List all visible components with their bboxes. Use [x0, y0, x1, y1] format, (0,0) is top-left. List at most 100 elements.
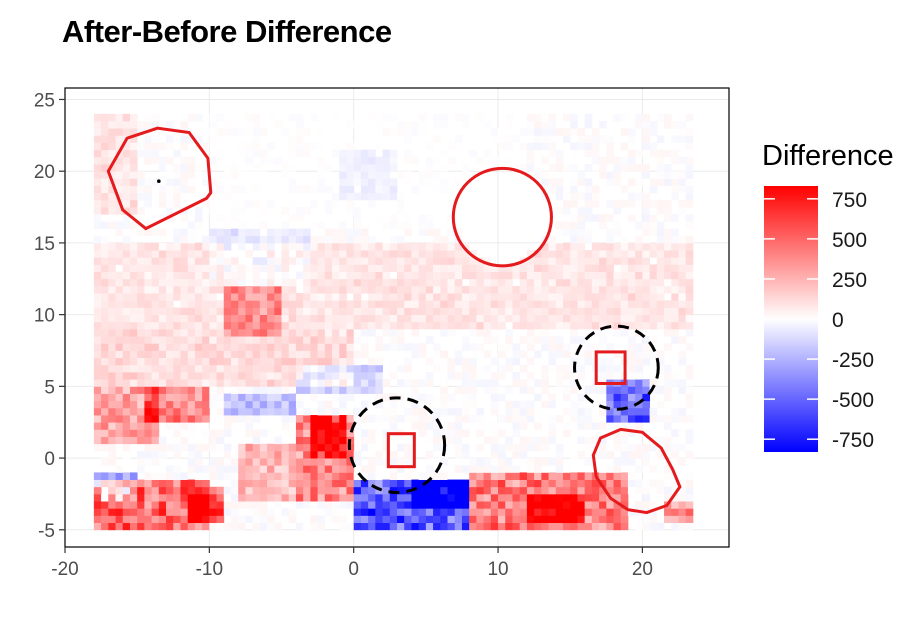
heatmap-cell	[238, 207, 246, 215]
heatmap-cell	[332, 501, 340, 509]
heatmap-cell	[288, 415, 297, 423]
heatmap-cell	[425, 472, 434, 480]
heatmap-cell	[151, 285, 160, 294]
heatmap-cell	[166, 142, 174, 151]
heatmap-cell	[274, 235, 282, 244]
heatmap-cell	[223, 192, 232, 201]
heatmap-cell	[303, 493, 311, 502]
heatmap-cell	[425, 321, 434, 330]
heatmap-cell	[137, 479, 145, 488]
heatmap-cell	[375, 479, 383, 488]
heatmap-cell	[483, 501, 492, 509]
heatmap-cell	[353, 156, 362, 165]
heatmap-cell	[144, 336, 153, 344]
heatmap-cell	[389, 164, 398, 172]
heatmap-cell	[584, 479, 593, 488]
heatmap-cell	[346, 264, 355, 272]
heatmap-cell	[144, 393, 153, 402]
heatmap-cell	[194, 164, 203, 172]
heatmap-cell	[613, 501, 622, 509]
heatmap-cell	[584, 285, 593, 294]
heatmap-cell	[577, 321, 586, 330]
heatmap-cell	[397, 235, 405, 244]
heatmap-cell	[194, 250, 203, 258]
heatmap-cell	[339, 372, 347, 380]
heatmap-cell	[252, 450, 261, 459]
heatmap-cell	[245, 415, 254, 423]
heatmap-cell	[476, 300, 485, 308]
heatmap-cell	[606, 465, 614, 473]
heatmap-cell	[231, 379, 239, 387]
heatmap-cell	[317, 328, 326, 337]
heatmap-cell	[418, 285, 427, 294]
heatmap-cell	[173, 479, 181, 488]
heatmap-cell	[541, 142, 549, 151]
heatmap-cell	[209, 493, 217, 502]
heatmap-cell	[534, 465, 542, 473]
heatmap-cell	[505, 271, 513, 280]
heatmap-cell	[591, 479, 600, 488]
heatmap-cell	[541, 250, 549, 258]
heatmap-cell	[404, 443, 412, 452]
heatmap-cell	[115, 393, 124, 402]
heatmap-cell	[129, 120, 138, 129]
heatmap-cell	[223, 250, 232, 258]
heatmap-cell	[656, 400, 665, 409]
heatmap-cell	[223, 228, 232, 237]
heatmap-cell	[223, 501, 232, 509]
heatmap-cell	[440, 120, 448, 129]
heatmap-cell	[671, 178, 679, 186]
heatmap-cell	[137, 350, 145, 359]
heatmap-cell	[382, 271, 391, 280]
heatmap-cell	[635, 321, 643, 330]
heatmap-cell	[223, 486, 232, 495]
heatmap-cell	[671, 214, 679, 222]
heatmap-cell	[108, 486, 116, 495]
heatmap-cell	[303, 486, 311, 495]
heatmap-cell	[238, 307, 246, 316]
heatmap-cell	[129, 472, 138, 480]
heatmap-cell	[93, 364, 102, 373]
heatmap-cell	[295, 415, 304, 423]
heatmap-cell	[541, 400, 549, 409]
heatmap-cell	[231, 343, 239, 351]
heatmap-cell	[216, 436, 225, 445]
heatmap-cell	[223, 379, 232, 387]
heatmap-cell	[418, 178, 427, 186]
heatmap-cell	[570, 415, 578, 423]
heatmap-cell	[238, 407, 246, 416]
heatmap-cell	[122, 164, 131, 172]
heatmap-cell	[505, 479, 513, 488]
heatmap-cell	[353, 343, 362, 351]
heatmap-cell	[267, 314, 275, 323]
heatmap-cell	[202, 429, 210, 437]
heatmap-cell	[101, 278, 109, 287]
heatmap-cell	[180, 271, 189, 280]
heatmap-cell	[584, 207, 593, 215]
heatmap-cell	[353, 278, 362, 287]
heatmap-cell	[570, 164, 578, 172]
heatmap-cell	[490, 300, 499, 308]
heatmap-cell	[339, 164, 347, 172]
heatmap-cell	[303, 364, 311, 373]
heatmap-cell	[461, 436, 470, 445]
heatmap-cell	[591, 264, 600, 272]
heatmap-cell	[310, 142, 319, 151]
heatmap-cell	[447, 142, 456, 151]
heatmap-cell	[678, 522, 687, 531]
heatmap-cell	[555, 314, 564, 323]
heatmap-cell	[238, 285, 246, 294]
heatmap-cell	[288, 350, 297, 359]
heatmap-cell	[563, 128, 571, 136]
heatmap-cell	[664, 314, 672, 323]
heatmap-cell	[433, 343, 441, 351]
heatmap-cell	[209, 443, 217, 452]
heatmap-cell	[353, 522, 362, 531]
heatmap-cell	[129, 393, 138, 402]
heatmap-cell	[512, 271, 521, 280]
heatmap-cell	[389, 336, 398, 344]
heatmap-cell	[418, 472, 427, 480]
heatmap-cell	[231, 328, 239, 337]
heatmap-cell	[267, 472, 275, 480]
heatmap-cell	[382, 436, 391, 445]
